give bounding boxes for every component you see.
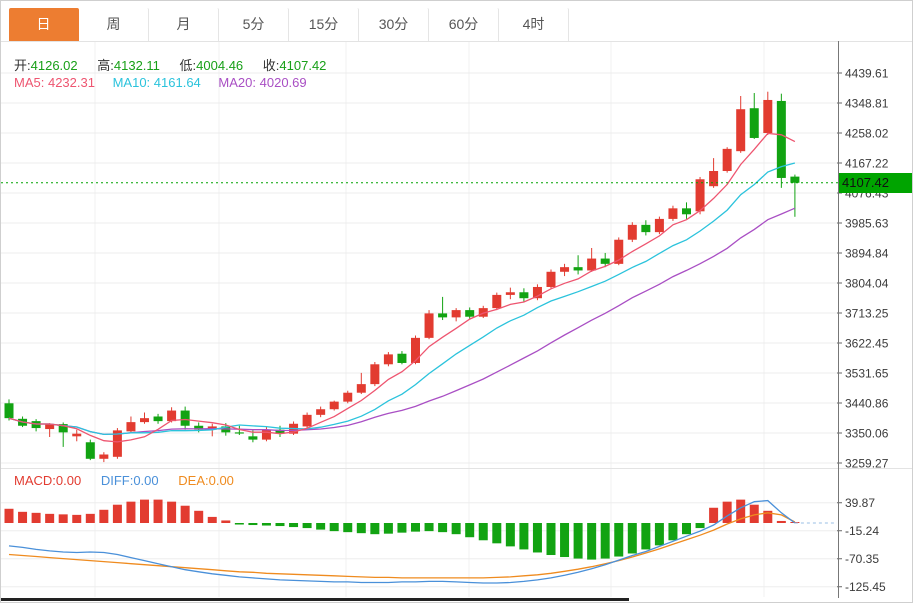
close-value: 4107.42 bbox=[279, 58, 327, 73]
dea-value-readout: DEA:0.00 bbox=[178, 473, 234, 488]
tab-day[interactable]: 日 bbox=[9, 8, 79, 41]
svg-text:-70.35: -70.35 bbox=[845, 552, 879, 566]
svg-text:3440.86: 3440.86 bbox=[845, 397, 889, 411]
ma10-value: 4161.64 bbox=[153, 75, 201, 90]
close-readout: 收:4107.42 bbox=[262, 58, 327, 73]
macd-readout: MACD:0.00 DIFF:0.00 DEA:0.00 bbox=[14, 473, 250, 488]
high-value: 4132.11 bbox=[113, 58, 160, 73]
svg-text:4258.02: 4258.02 bbox=[845, 126, 889, 140]
ma10-readout: MA10: 4161.64 bbox=[112, 75, 201, 90]
open-readout: 开:4126.02 bbox=[14, 58, 78, 73]
svg-text:39.87: 39.87 bbox=[845, 496, 875, 510]
tab-5min[interactable]: 5分 bbox=[219, 8, 289, 41]
svg-text:3531.65: 3531.65 bbox=[845, 367, 889, 381]
ma5-value: 4232.31 bbox=[47, 75, 95, 90]
ma20-value: 4020.69 bbox=[259, 75, 307, 90]
tab-30min[interactable]: 30分 bbox=[359, 8, 429, 41]
svg-text:3713.25: 3713.25 bbox=[845, 306, 889, 320]
macd-value: 0.00 bbox=[55, 473, 82, 488]
svg-text:4439.61: 4439.61 bbox=[845, 67, 889, 81]
h-scrollbar[interactable] bbox=[1, 598, 629, 601]
open-value: 4126.02 bbox=[30, 58, 78, 73]
tab-60min[interactable]: 60分 bbox=[429, 8, 499, 41]
ma-readout: MA5: 4232.31 MA10: 4161.64 MA20: 4020.69 bbox=[14, 75, 321, 90]
svg-text:-125.45: -125.45 bbox=[845, 580, 886, 594]
dea-value: 0.00 bbox=[208, 473, 234, 488]
svg-text:3804.04: 3804.04 bbox=[845, 277, 889, 291]
tab-15min[interactable]: 15分 bbox=[289, 8, 359, 41]
tab-month[interactable]: 月 bbox=[149, 8, 219, 41]
low-readout: 低:4004.46 bbox=[179, 58, 244, 73]
high-readout: 高:4132.11 bbox=[97, 58, 160, 73]
last-price-badge: 4107.42 bbox=[839, 173, 912, 193]
ma20-readout: MA20: 4020.69 bbox=[218, 75, 307, 90]
svg-text:-15.24: -15.24 bbox=[845, 524, 879, 538]
svg-text:3985.63: 3985.63 bbox=[845, 217, 889, 231]
svg-text:4348.81: 4348.81 bbox=[845, 97, 889, 111]
timeframe-tabs: 日 周 月 5分 15分 30分 60分 4时 bbox=[1, 1, 912, 41]
svg-text:3622.45: 3622.45 bbox=[845, 337, 889, 351]
tab-4hour[interactable]: 4时 bbox=[499, 8, 569, 41]
low-value: 4004.46 bbox=[196, 58, 244, 73]
ma5-readout: MA5: 4232.31 bbox=[14, 75, 95, 90]
ohlc-readout: 开:4126.02 高:4132.11 低:4004.46 收:4107.42 bbox=[14, 55, 342, 74]
svg-text:3894.84: 3894.84 bbox=[845, 246, 889, 260]
svg-text:4167.22: 4167.22 bbox=[845, 157, 889, 171]
svg-text:3350.06: 3350.06 bbox=[845, 427, 889, 441]
diff-value-readout: DIFF:0.00 bbox=[100, 473, 159, 488]
tab-week[interactable]: 周 bbox=[79, 8, 149, 41]
svg-text:3259.27: 3259.27 bbox=[845, 457, 889, 471]
macd-value-readout: MACD:0.00 bbox=[14, 473, 82, 488]
diff-value: 0.00 bbox=[133, 473, 159, 488]
